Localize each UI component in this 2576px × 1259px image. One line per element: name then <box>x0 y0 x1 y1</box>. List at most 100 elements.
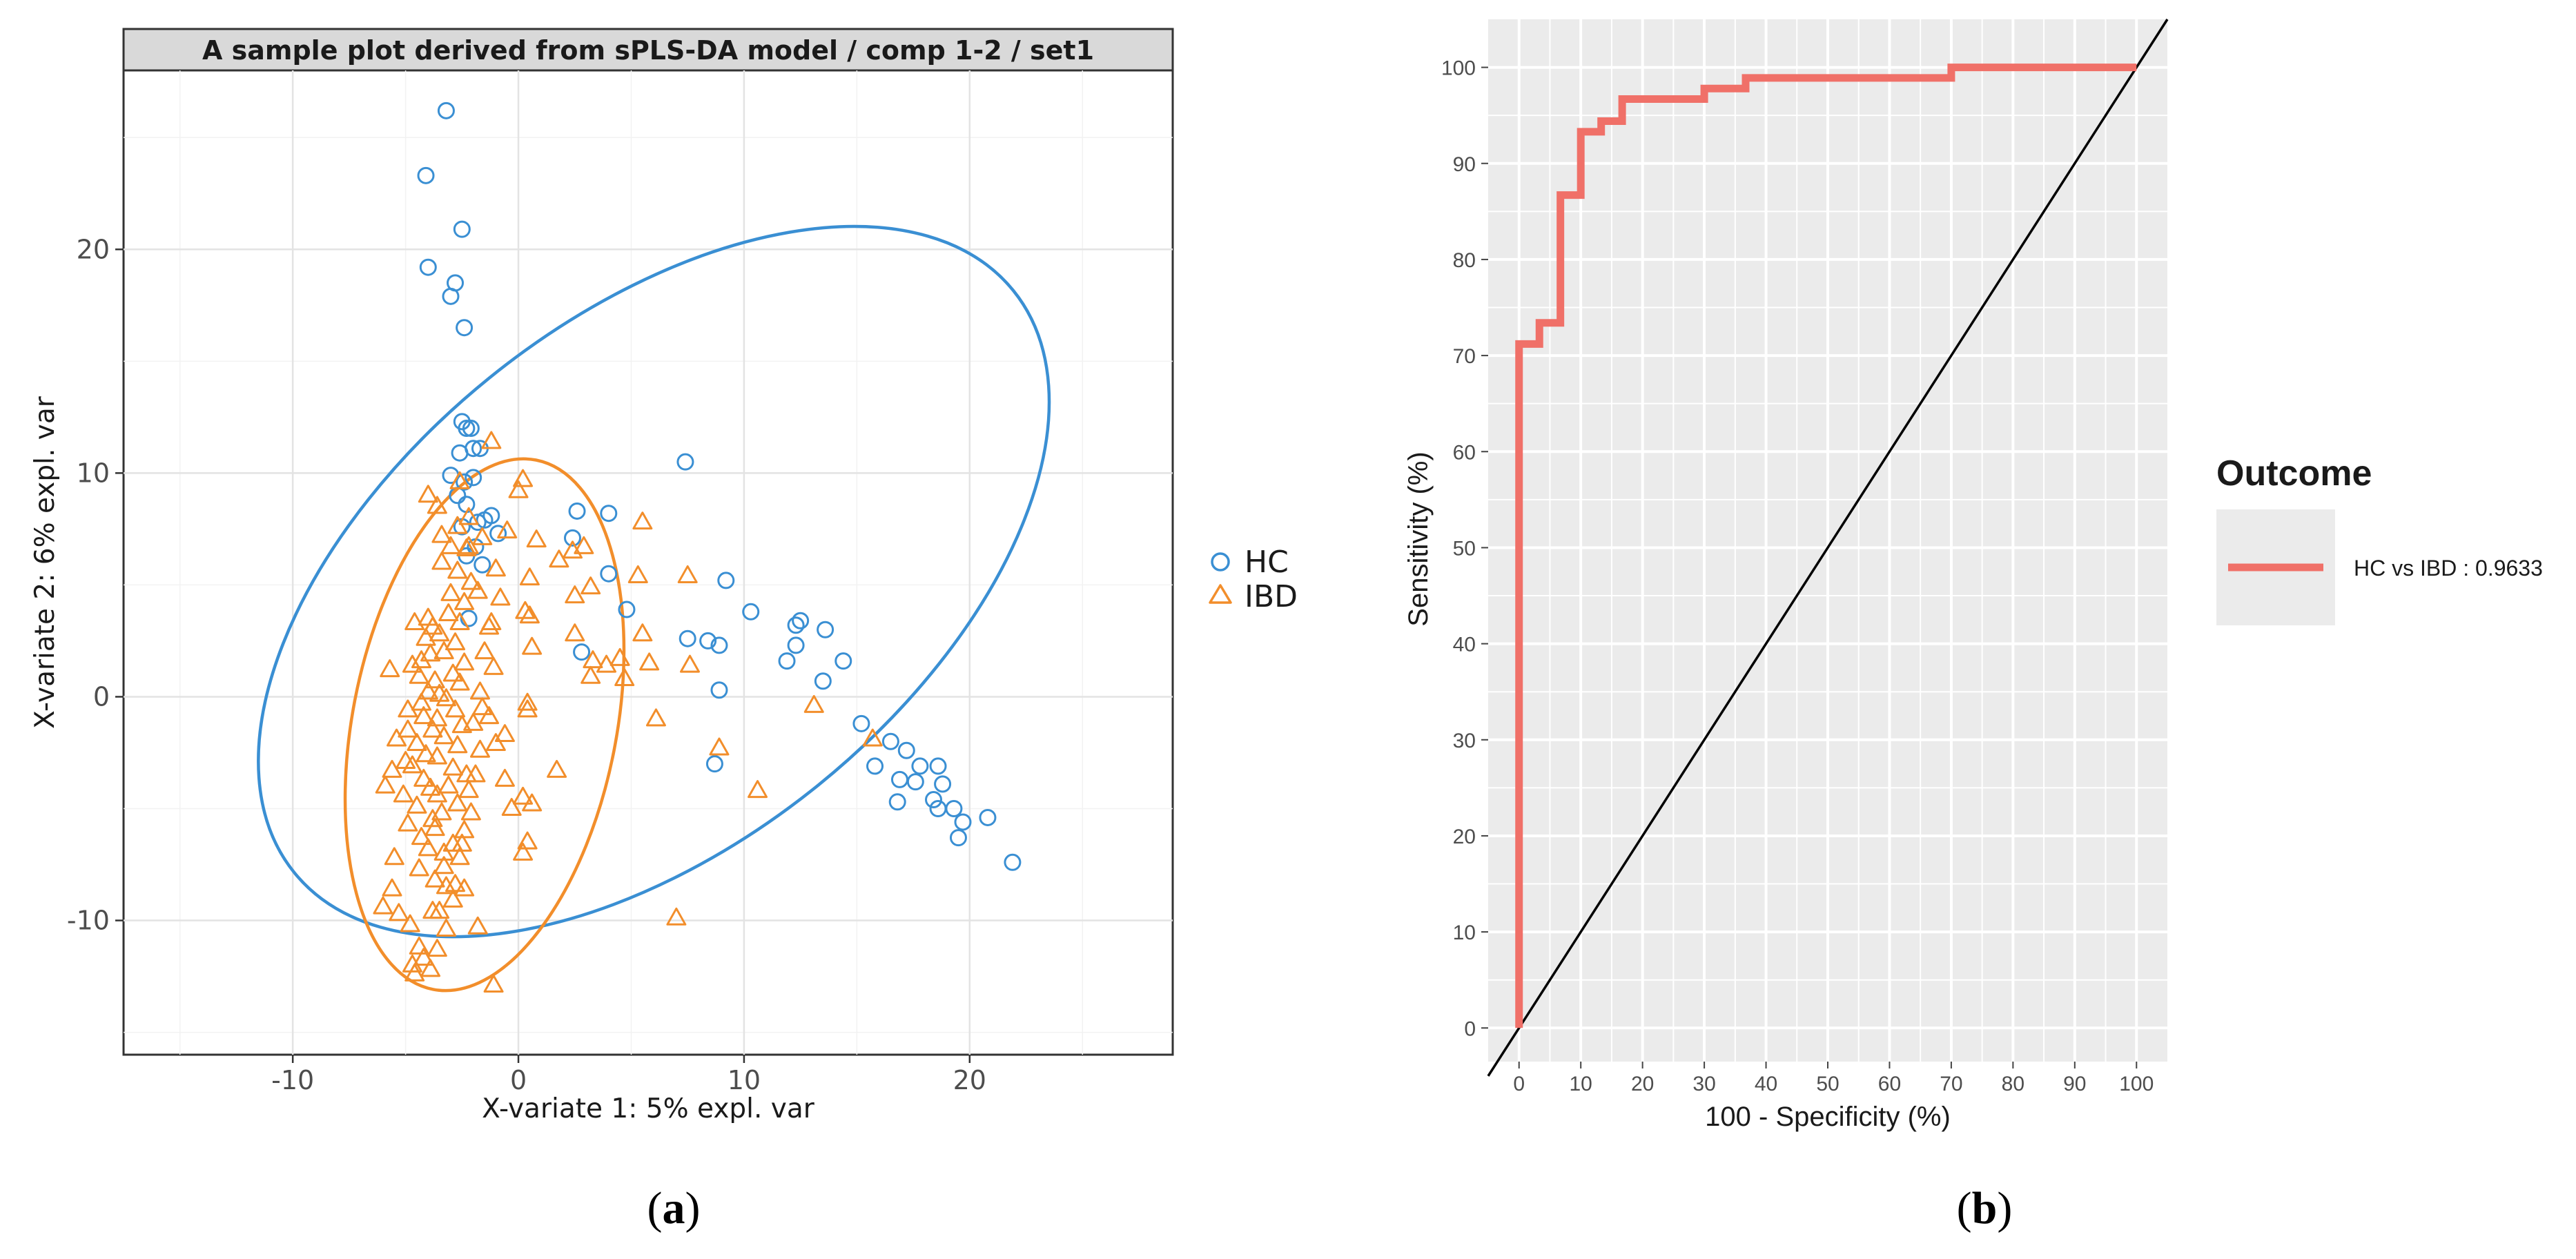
point-ibd <box>632 623 653 642</box>
point-ibd <box>508 480 529 498</box>
point-ibd <box>431 525 452 543</box>
point-ibd <box>396 750 416 769</box>
panel-a-ellipses <box>257 224 1051 993</box>
point-ibd <box>522 636 543 655</box>
point-ibd <box>526 529 547 548</box>
point-ibd <box>429 683 450 702</box>
point-hc <box>890 770 908 788</box>
point-ibd <box>481 431 502 449</box>
point-ibd <box>433 726 454 745</box>
x-tick-label: 30 <box>1692 1073 1715 1095</box>
y-tick-label: 20 <box>77 234 110 264</box>
point-ibd <box>709 737 730 756</box>
point-ibd <box>382 878 402 897</box>
point-ibd <box>418 838 438 857</box>
point-ibd <box>442 663 463 682</box>
point-ibd <box>513 842 534 861</box>
panel-b-label-letter: b <box>1972 1183 1998 1233</box>
point-ibd <box>416 744 436 763</box>
panel-b-tick-labels: 0 10 20 30 40 50 60 70 80 90 100 0 10 20 30 40 50 60 70 80 9… <box>1441 57 2154 1095</box>
y-tick-label: 50 <box>1453 537 1476 560</box>
point-ibd <box>454 652 475 671</box>
point-ibd <box>565 585 585 604</box>
point-ibd <box>433 856 454 875</box>
panel-b-label: (b) <box>1957 1183 2013 1233</box>
point-ibd <box>639 652 660 671</box>
point-ibd <box>679 654 700 673</box>
point-ibd <box>433 842 454 861</box>
point-ibd <box>494 724 515 743</box>
point-ibd <box>407 733 427 752</box>
panel-a-grid <box>115 70 1173 1063</box>
x-tick-label: 0 <box>510 1065 527 1095</box>
point-hc <box>979 808 997 826</box>
point-ibd <box>632 511 653 530</box>
point-ibd <box>445 699 466 718</box>
point-hc <box>456 319 474 337</box>
point-ibd <box>418 485 438 503</box>
y-tick-label: 70 <box>1453 345 1476 368</box>
point-ibd <box>447 560 468 579</box>
point-ibd <box>389 903 409 921</box>
point-hc <box>469 514 487 531</box>
point-ibd <box>427 708 447 727</box>
point-ibd <box>460 802 481 821</box>
point-hc <box>489 525 507 543</box>
point-hc <box>451 444 469 462</box>
point-ibd <box>515 601 536 619</box>
point-ibd <box>519 605 540 624</box>
point-ibd <box>449 672 470 691</box>
panel-b-label-close: ) <box>1997 1183 2012 1233</box>
point-ibd <box>427 939 447 957</box>
point-ibd <box>472 527 493 545</box>
point-hc <box>465 469 482 487</box>
point-hc <box>929 757 947 775</box>
point-ibd <box>666 907 687 926</box>
point-hc <box>474 556 491 574</box>
point-ibd <box>400 914 420 933</box>
point-ibd <box>413 948 434 966</box>
point-ibd <box>609 647 630 666</box>
point-ibd <box>413 706 434 725</box>
point-ibd <box>748 780 768 799</box>
point-ibd <box>422 901 443 919</box>
x-tick-label: -10 <box>271 1065 314 1095</box>
point-ibd <box>429 623 450 642</box>
point-hc <box>458 420 476 438</box>
panel-b-y-axis-title: Sensitivity (%) <box>1403 451 1434 626</box>
panel-a-title: A sample plot derived from sPLS-DA model… <box>202 35 1094 66</box>
x-tick-label: 10 <box>728 1065 761 1095</box>
point-ibd <box>614 668 635 687</box>
legend-roc-label: HC vs IBD : 0.9633 <box>2354 556 2543 580</box>
point-ibd <box>442 757 463 776</box>
panel-a-legend: HC IBD <box>1209 545 1298 614</box>
point-ibd <box>490 587 511 606</box>
point-ibd <box>420 959 441 977</box>
point-ibd <box>458 507 479 525</box>
point-ibd <box>583 650 603 669</box>
point-ibd <box>427 784 447 803</box>
point-ibd <box>803 694 824 713</box>
point-ibd <box>454 878 475 897</box>
panel-a-label-close: ) <box>685 1183 701 1233</box>
point-ibd <box>549 549 569 568</box>
point-ibd <box>522 793 543 812</box>
point-ibd <box>472 697 493 716</box>
point-hc <box>462 420 480 438</box>
panel-a-strip <box>122 28 1174 72</box>
point-ibd <box>438 775 459 794</box>
point-hc <box>679 630 696 647</box>
x-tick-label: 50 <box>1816 1073 1839 1095</box>
point-ibd <box>465 764 486 783</box>
point-ibd <box>409 665 429 684</box>
y-tick-label: 20 <box>1453 826 1476 848</box>
legend-ibd-marker <box>1209 584 1232 604</box>
y-tick-label: 10 <box>1453 921 1476 944</box>
point-ibd <box>565 623 585 642</box>
point-ibd <box>449 471 470 489</box>
panel-b-x-axis-title: 100 - Specificity (%) <box>1705 1102 1951 1132</box>
point-ibd <box>416 627 436 646</box>
panel-b-grid <box>1488 19 2167 1062</box>
y-tick-label: -10 <box>67 906 110 936</box>
